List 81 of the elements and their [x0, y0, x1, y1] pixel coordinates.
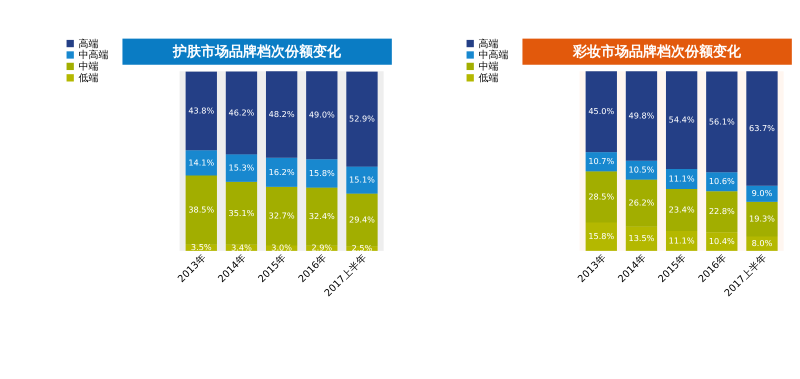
data-label: 43.8% — [188, 105, 214, 116]
data-label: 54.4% — [668, 114, 695, 125]
bar — [346, 194, 378, 246]
bar — [186, 150, 217, 176]
data-label: 22.8% — [708, 206, 736, 216]
bar — [346, 166, 378, 194]
bar — [746, 71, 778, 186]
data-label: 52.9% — [349, 114, 376, 124]
bar — [666, 230, 698, 251]
data-label: 2.5% — [352, 243, 373, 254]
data-label: 2.9% — [311, 242, 332, 253]
data-label: 23.4% — [668, 204, 695, 214]
data-label: 9.0% — [752, 188, 773, 198]
data-label: 46.2% — [228, 107, 255, 118]
legend-label: 高端 — [478, 38, 498, 50]
bar — [226, 154, 258, 182]
bar — [306, 159, 338, 188]
data-label: 15.8% — [308, 168, 336, 178]
bar — [266, 158, 298, 187]
data-label: 45.0% — [588, 106, 614, 116]
data-label: 29.4% — [349, 214, 376, 224]
bar — [626, 226, 658, 251]
data-label: 10.4% — [708, 236, 736, 246]
bar — [346, 72, 378, 167]
data-label: 3.5% — [190, 242, 212, 252]
data-label: 63.7% — [749, 122, 776, 133]
bar — [186, 72, 217, 150]
legend-label: 中高端 — [78, 49, 108, 62]
data-label: 15.1% — [349, 174, 376, 185]
bar — [266, 71, 298, 158]
data-label: 28.5% — [588, 191, 614, 202]
chart-title: 彩妆市场品牌档次份额变化 — [572, 42, 742, 60]
bar — [666, 188, 698, 231]
data-label: 10.7% — [588, 156, 614, 166]
data-label: 38.5% — [188, 204, 214, 215]
data-label: 16.2% — [268, 166, 295, 177]
data-label: 56.1% — [708, 116, 736, 126]
bar — [626, 71, 658, 161]
data-label: 15.3% — [228, 162, 255, 173]
data-label: 10.5% — [628, 164, 655, 175]
data-label: 13.5% — [628, 233, 655, 244]
legend-label: 中端 — [478, 60, 498, 73]
legend-label: 低端 — [478, 72, 498, 84]
bar — [586, 71, 617, 152]
data-label: 49.0% — [308, 110, 336, 120]
legend-label: 低端 — [78, 72, 98, 84]
bar — [586, 152, 617, 172]
bar — [186, 176, 217, 245]
data-label: 19.3% — [749, 214, 776, 224]
data-label: 26.2% — [628, 198, 655, 208]
bar — [706, 71, 738, 172]
chart-title: 护肤市场品牌档次份额变化 — [172, 42, 342, 60]
bar — [706, 172, 738, 192]
data-label: 3.4% — [231, 242, 252, 252]
data-label: 11.1% — [668, 173, 695, 184]
legend-label: 中高端 — [478, 49, 508, 62]
bar — [626, 180, 658, 227]
bar — [746, 202, 778, 237]
legend-label: 高端 — [78, 38, 98, 50]
bar — [706, 191, 738, 232]
bar — [266, 186, 298, 246]
bar — [306, 71, 338, 160]
bar — [306, 188, 338, 246]
data-label: 8.0% — [752, 238, 773, 248]
data-label: 14.1% — [188, 157, 214, 168]
bar — [586, 171, 617, 223]
bar — [586, 222, 617, 251]
data-label: 32.4% — [308, 211, 336, 222]
data-label: 10.6% — [708, 176, 736, 186]
data-label: 11.1% — [668, 235, 695, 246]
data-label: 32.7% — [268, 210, 295, 221]
legend-label: 中端 — [78, 60, 98, 73]
data-label: 49.8% — [628, 110, 655, 120]
bar — [226, 71, 258, 154]
bar — [666, 71, 698, 170]
data-label: 35.1% — [228, 208, 255, 218]
data-label: 48.2% — [268, 108, 295, 119]
data-label: 15.8% — [588, 231, 614, 242]
bar — [226, 182, 258, 245]
data-label: 3.0% — [271, 242, 292, 253]
bar — [666, 169, 698, 189]
